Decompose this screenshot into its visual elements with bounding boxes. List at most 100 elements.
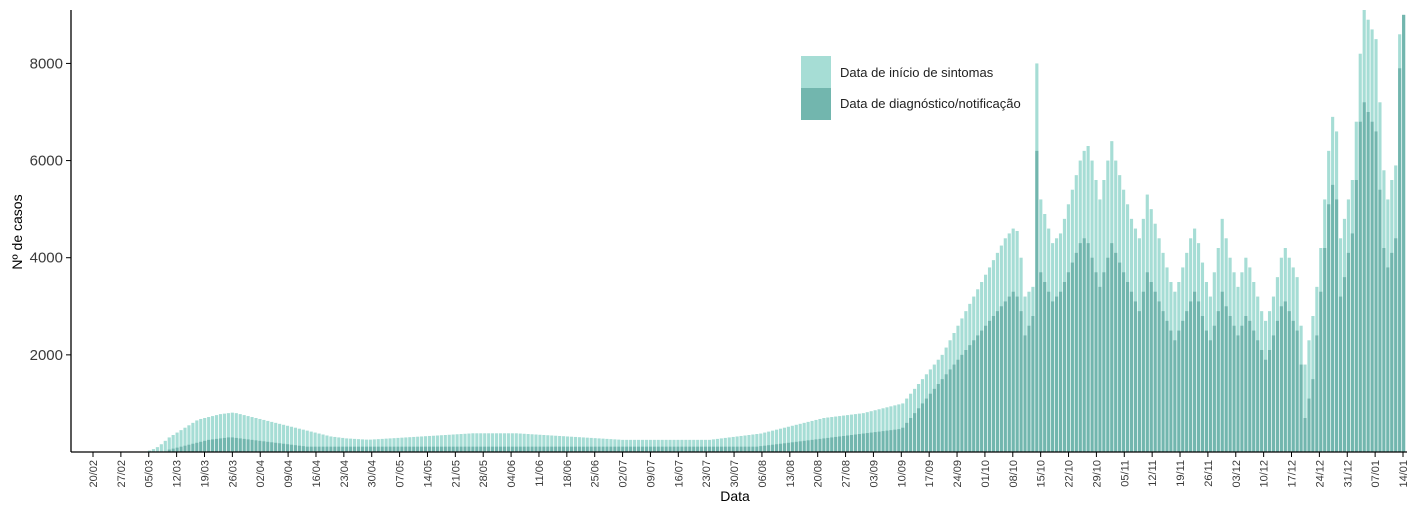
bar-diagnosis-248 [1051,301,1055,452]
x-tick-label: 17/12 [1287,460,1299,488]
x-tick-label: 23/07 [701,460,713,488]
bar-diagnosis-251 [1062,282,1067,452]
bar-symptom-onset-129 [581,437,585,452]
x-tick-label: 14/01 [1398,460,1410,488]
bar-symptom-onset-37 [218,414,223,452]
bar-diagnosis-317 [1323,248,1327,452]
bar-symptom-onset-177 [771,430,775,452]
bar-diagnosis-24 [167,449,171,452]
bar-diagnosis-53 [282,443,286,452]
bar-symptom-onset-63 [321,434,325,452]
bar-diagnosis-287 [1204,330,1209,452]
bar-diagnosis-314 [1311,379,1315,452]
bar-diagnosis-158 [696,446,700,452]
bar-diagnosis-71 [353,446,357,452]
x-tick-label: 08/10 [1008,460,1020,488]
bar-symptom-onset-121 [550,435,554,452]
bar-symptom-onset-28 [183,427,187,452]
x-tick-label: 26/11 [1203,460,1215,487]
bar-diagnosis-228 [972,340,976,452]
bar-symptom-onset-175 [763,432,767,452]
bar-diagnosis-184 [798,441,802,452]
bar-diagnosis-331 [1378,189,1382,452]
bar-diagnosis-170 [743,446,747,452]
bar-symptom-onset-95 [447,434,451,452]
bar-symptom-onset-196 [845,415,850,452]
bar-symptom-onset-134 [601,438,605,452]
bar-diagnosis-49 [266,441,270,452]
bar-diagnosis-318 [1327,204,1331,452]
bar-diagnosis-242 [1027,325,1031,452]
x-tick-label: 23/04 [339,460,351,488]
bar-diagnosis-74 [364,446,368,452]
bar-diagnosis-106 [491,446,495,452]
bar-diagnosis-299 [1252,330,1256,452]
bar-symptom-onset-59 [305,430,309,452]
bar-symptom-onset-193 [834,416,838,452]
bar-diagnosis-42 [238,438,242,452]
bar-diagnosis-143 [636,446,641,452]
bar-diagnosis-70 [349,446,353,452]
bar-diagnosis-199 [857,434,861,452]
bar-diagnosis-187 [810,439,814,452]
bar-symptom-onset-123 [558,435,562,452]
bar-symptom-onset-152 [672,439,676,452]
bar-diagnosis-281 [1181,320,1185,452]
bar-diagnosis-321 [1338,296,1343,452]
bar-diagnosis-28 [183,445,187,452]
bar-diagnosis-224 [956,359,960,452]
bar-symptom-onset-101 [471,433,475,452]
bar-diagnosis-191 [826,437,830,452]
bar-diagnosis-320 [1335,199,1339,452]
bar-diagnosis-39 [226,437,230,452]
bar-diagnosis-52 [278,443,282,452]
bar-diagnosis-233 [991,316,996,452]
bar-symptom-onset-184 [798,423,802,452]
bar-diagnosis-160 [704,446,708,452]
bar-diagnosis-165 [723,446,727,452]
bar-symptom-onset-72 [356,439,361,452]
bar-symptom-onset-207 [889,406,893,452]
bar-symptom-onset-61 [313,432,317,452]
bar-diagnosis-265 [1118,262,1122,452]
bar-diagnosis-134 [601,446,605,452]
x-tick-label: 19/11 [1175,460,1187,487]
bar-symptom-onset-35 [211,416,215,452]
x-tick-label: 30/07 [729,460,741,488]
bar-diagnosis-221 [944,374,948,452]
bar-diagnosis-178 [774,444,779,452]
bar-diagnosis-313 [1307,398,1311,452]
bar-diagnosis-164 [719,446,723,452]
bar-symptom-onset-65 [329,436,333,452]
bar-symptom-onset-131 [589,437,593,452]
bar-symptom-onset-107 [494,433,499,452]
bar-symptom-onset-187 [810,420,814,452]
bar-diagnosis-257 [1086,243,1090,452]
x-tick-label: 03/09 [868,460,880,488]
bar-diagnosis-284 [1193,291,1197,452]
bar-symptom-onset-24 [167,437,171,452]
bar-diagnosis-211 [905,422,909,452]
bar-symptom-onset-91 [431,435,436,452]
bar-symptom-onset-58 [301,429,305,452]
bar-diagnosis-260 [1098,286,1102,452]
y-ticks: 2000 4000 6000 8000 [30,55,71,364]
bar-diagnosis-93 [439,446,443,452]
bar-symptom-onset-195 [842,415,846,452]
x-tick-label: 20/08 [813,460,825,488]
bar-diagnosis-336 [1398,68,1402,452]
bar-diagnosis-196 [845,435,850,452]
bar-symptom-onset-119 [542,435,546,452]
bar-diagnosis-32 [199,441,203,452]
bar-symptom-onset-88 [420,436,424,452]
bar-diagnosis-182 [790,442,794,452]
bar-diagnosis-82 [396,446,400,452]
bar-symptom-onset-74 [364,439,368,452]
bar-diagnosis-297 [1244,316,1248,452]
bar-diagnosis-305 [1275,320,1279,452]
bar-diagnosis-198 [853,434,858,452]
bar-diagnosis-145 [644,446,648,452]
bar-symptom-onset-64 [325,435,329,452]
bar-diagnosis-220 [940,379,944,452]
bar-diagnosis-337 [1402,14,1406,453]
